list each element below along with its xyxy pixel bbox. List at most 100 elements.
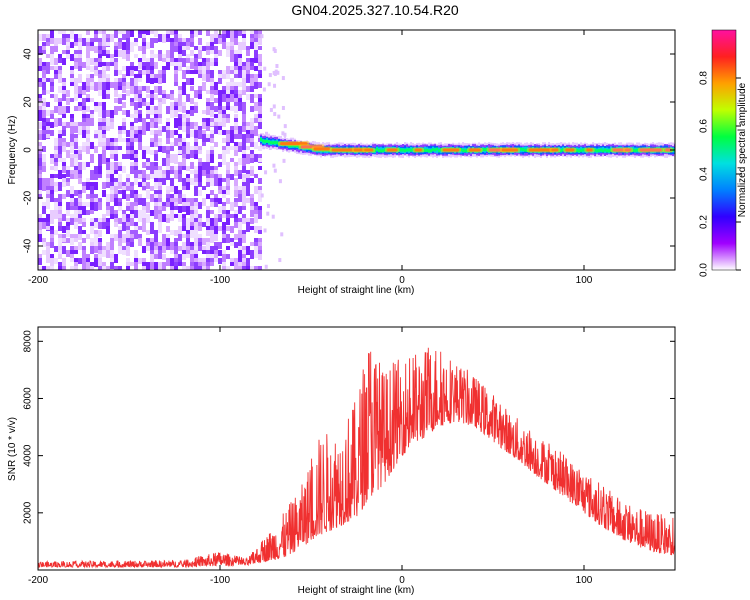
- noise-cell: [106, 218, 110, 224]
- noise-cell: [246, 178, 250, 187]
- noise-cell: [86, 86, 90, 92]
- noise-cell: [182, 42, 186, 49]
- noise-cell: [190, 178, 194, 185]
- noise-cell: [186, 66, 190, 72]
- noise-cell: [78, 86, 82, 94]
- noise-cell: [70, 158, 74, 167]
- tone-cell: [266, 139, 269, 143]
- noise-cell: [118, 98, 122, 104]
- noise-cell: [114, 254, 118, 263]
- noise-cell: [138, 194, 142, 198]
- noise-cell: [38, 122, 42, 129]
- noise-cell: [94, 186, 98, 190]
- noise-cell: [62, 90, 66, 94]
- noise-cell: [273, 48, 277, 53]
- noise-cell: [198, 190, 202, 196]
- noise-cell: [110, 178, 114, 183]
- noise-cell: [158, 78, 162, 84]
- noise-cell: [238, 170, 242, 174]
- noise-cell: [86, 134, 90, 140]
- noise-cell: [210, 62, 214, 66]
- noise-cell: [258, 70, 262, 74]
- noise-cell: [154, 178, 158, 182]
- noise-cell: [230, 106, 234, 111]
- noise-cell: [234, 70, 238, 77]
- noise-cell: [106, 42, 110, 46]
- noise-cell: [154, 190, 158, 195]
- noise-cell: [74, 154, 78, 161]
- noise-cell: [46, 266, 50, 270]
- noise-cell: [250, 266, 254, 270]
- noise-cell: [202, 238, 206, 245]
- noise-cell: [186, 94, 190, 102]
- noise-cell: [268, 73, 272, 78]
- noise-cell: [242, 70, 246, 79]
- noise-cell: [74, 62, 78, 69]
- noise-cell: [82, 206, 86, 215]
- spectrogram-tone-band: [260, 133, 675, 158]
- noise-cell: [194, 106, 198, 113]
- noise-cell: [210, 150, 214, 155]
- noise-cell: [102, 102, 106, 110]
- noise-cell: [222, 118, 226, 127]
- noise-cell: [250, 154, 254, 159]
- noise-cell: [190, 106, 194, 111]
- noise-cell: [206, 42, 210, 49]
- noise-cell: [234, 54, 238, 62]
- noise-cell: [194, 250, 198, 254]
- noise-cell: [138, 210, 142, 219]
- noise-cell: [154, 254, 158, 259]
- noise-cell: [174, 66, 178, 73]
- noise-cell: [210, 78, 214, 85]
- noise-cell: [242, 250, 246, 255]
- noise-cell: [222, 206, 226, 211]
- noise-cell: [222, 86, 226, 91]
- x-tick-label: 0: [399, 275, 405, 286]
- noise-cell: [62, 146, 66, 152]
- y-tick-label: 40: [23, 48, 34, 60]
- noise-cell: [170, 250, 174, 254]
- noise-cell: [66, 142, 70, 147]
- noise-cell: [70, 206, 74, 210]
- noise-cell: [82, 106, 86, 113]
- noise-cell: [174, 266, 178, 270]
- noise-cell: [158, 170, 162, 179]
- noise-cell: [142, 162, 146, 168]
- tone-cell: [382, 149, 385, 153]
- noise-cell: [206, 134, 210, 138]
- noise-cell: [194, 66, 198, 72]
- noise-cell: [94, 218, 98, 224]
- noise-cell: [130, 154, 134, 160]
- noise-cell: [250, 134, 254, 140]
- noise-cell: [58, 118, 62, 126]
- noise-cell: [134, 234, 138, 238]
- noise-cell: [260, 34, 264, 39]
- noise-cell: [50, 82, 54, 88]
- noise-cell: [218, 178, 222, 187]
- noise-cell: [234, 38, 238, 45]
- noise-cell: [254, 266, 258, 270]
- noise-cell: [130, 146, 134, 152]
- noise-cell: [258, 138, 262, 142]
- noise-cell: [182, 62, 186, 67]
- noise-cell: [178, 246, 182, 251]
- noise-cell: [166, 258, 170, 266]
- noise-cell: [182, 118, 186, 125]
- noise-cell: [90, 218, 94, 224]
- noise-cell: [118, 78, 122, 84]
- noise-cell: [254, 34, 258, 38]
- noise-cell: [102, 146, 106, 153]
- noise-cell: [66, 210, 70, 216]
- noise-cell: [190, 110, 194, 116]
- noise-cell: [222, 90, 226, 96]
- noise-cell: [186, 42, 190, 47]
- noise-cell: [62, 86, 66, 91]
- noise-cell: [238, 190, 242, 195]
- noise-cell: [202, 222, 206, 227]
- noise-cell: [226, 214, 230, 218]
- noise-cell: [42, 166, 46, 172]
- noise-cell: [158, 206, 162, 210]
- noise-cell: [238, 134, 242, 139]
- noise-cell: [82, 250, 86, 258]
